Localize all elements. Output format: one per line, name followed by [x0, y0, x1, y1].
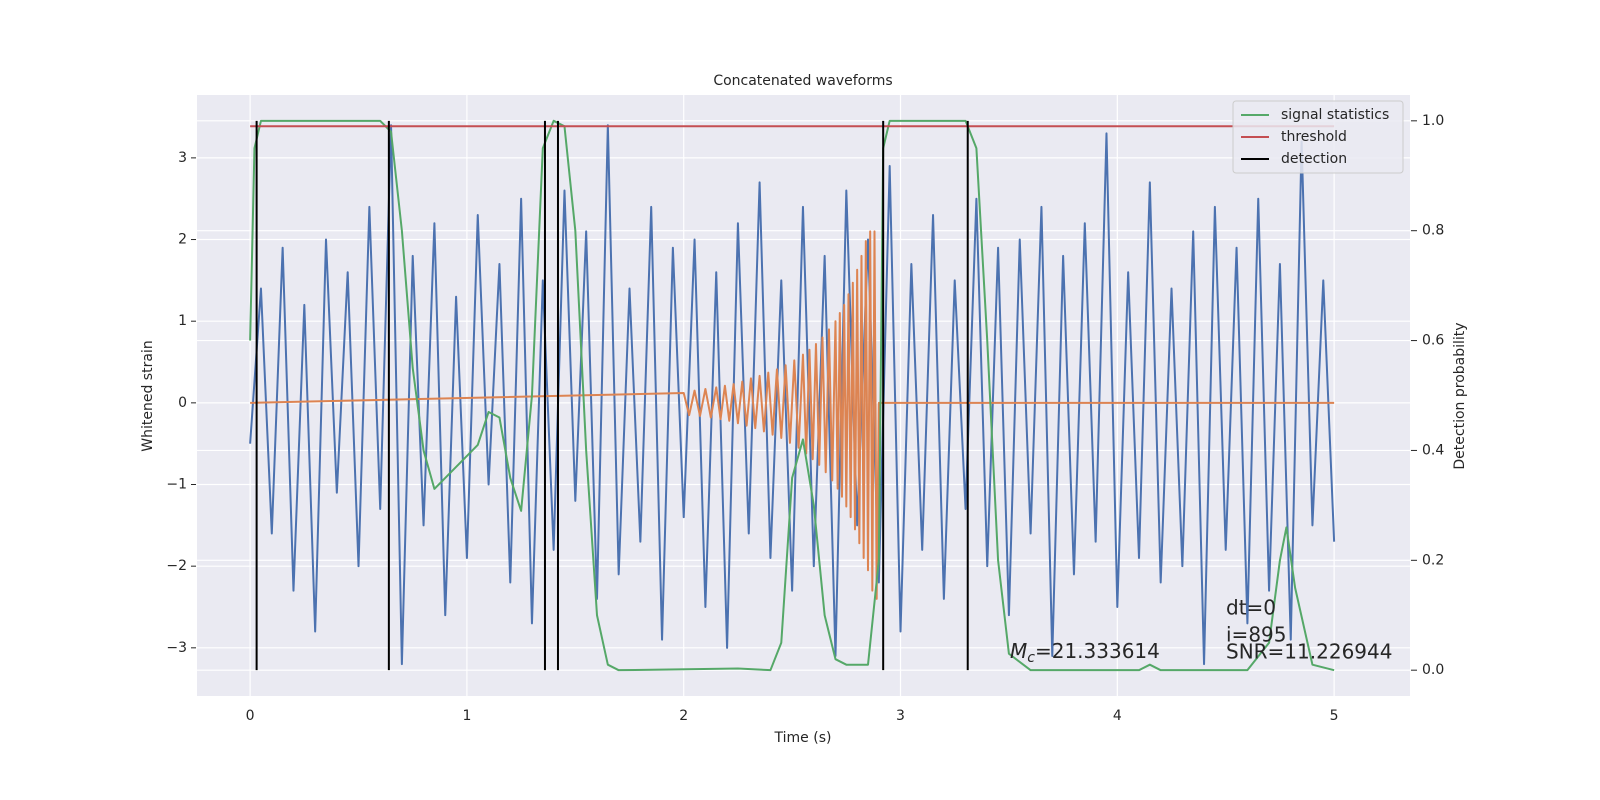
legend-label: detection — [1281, 151, 1347, 167]
y2-tick-label: 0.4 — [1422, 442, 1444, 458]
chart-title: Concatenated waveforms — [713, 73, 892, 89]
x-axis-label: Time (s) — [774, 730, 832, 746]
y-tick-label: −3 — [166, 640, 187, 656]
y2-tick-label: 0.2 — [1422, 552, 1444, 568]
annotation-symbol: M — [1010, 639, 1027, 663]
series-line — [250, 230, 1335, 600]
legend-label: signal statistics — [1281, 107, 1389, 123]
y-tick-label: 2 — [178, 232, 187, 248]
annotation: SNR=11.226944 — [1226, 640, 1392, 664]
annotation: i=895 — [1226, 623, 1287, 647]
x-tick-label: 2 — [679, 708, 688, 724]
x-tick-label: 0 — [246, 708, 255, 724]
legend-box — [1232, 100, 1404, 174]
annotation-subscript: c — [1027, 650, 1035, 666]
y-axis-label: Whitened strain — [140, 340, 156, 451]
y2-tick-label: 0.6 — [1422, 333, 1444, 349]
series-line — [249, 124, 1336, 666]
y2-tick-label: 1.0 — [1422, 113, 1444, 129]
y-tick-label: −2 — [166, 558, 187, 574]
y-tick-label: 1 — [178, 313, 187, 329]
series-line — [249, 119, 1335, 672]
y-tick-label: −1 — [166, 477, 187, 493]
annotation: dt=0 — [1226, 596, 1276, 620]
y2-tick-label: 0.0 — [1422, 662, 1444, 678]
y2-axis-label: Detection probability — [1452, 322, 1468, 469]
x-tick-label: 1 — [462, 708, 471, 724]
legend-label: threshold — [1281, 129, 1347, 145]
y-tick-label: 0 — [178, 395, 187, 411]
x-tick-label: 5 — [1330, 708, 1339, 724]
x-tick-label: 3 — [896, 708, 905, 724]
y-tick-label: 3 — [178, 150, 187, 166]
y2-tick-label: 0.8 — [1422, 223, 1444, 239]
annotation-value: =21.333614 — [1035, 639, 1160, 663]
annotation: Mc=21.333614 — [1010, 639, 1160, 667]
x-tick-label: 4 — [1113, 708, 1122, 724]
